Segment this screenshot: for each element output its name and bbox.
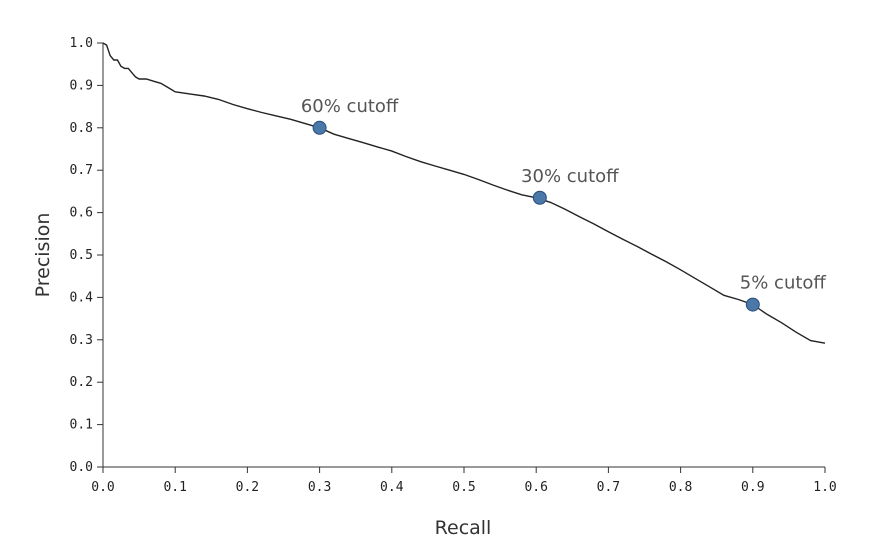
y-tick-label: 0.7: [70, 163, 93, 178]
y-tick-label: 0.8: [70, 121, 93, 136]
x-tick-label: 1.0: [813, 480, 836, 495]
x-tick-label: 0.0: [91, 480, 114, 495]
series-layer: [102, 42, 826, 344]
x-axis-title: Recall: [435, 517, 492, 539]
x-tick-label: 0.2: [236, 480, 259, 495]
y-tick-label: 0.3: [70, 333, 93, 348]
cutoff-markers: [312, 120, 760, 312]
y-tick-label: 0.0: [70, 460, 93, 475]
x-tick-label: 0.4: [380, 480, 404, 495]
y-tick-label: 0.4: [70, 290, 94, 305]
y-tick-label: 0.1: [70, 418, 93, 433]
cutoff-point: [312, 120, 327, 135]
cutoff-annotations: 60% cutoff 30% cutoff 5% cutoff: [301, 96, 827, 294]
x-tick-label: 0.8: [669, 480, 692, 495]
y-tick-label: 0.5: [70, 248, 93, 263]
x-tick-label: 0.3: [308, 480, 331, 495]
x-tick-label: 0.7: [597, 480, 620, 495]
y-tick-label: 0.9: [70, 78, 93, 93]
axes: 0.0 0.1 0.2 0.3 0.4 0.5 0.6 0.7 0.8 0.9 1.0 0.0 0.1 0…: [70, 36, 837, 495]
y-tick-label: 1.0: [70, 36, 93, 51]
x-tick-label: 0.1: [163, 480, 186, 495]
cutoff-label: 60% cutoff: [301, 96, 399, 117]
cutoff-label: 30% cutoff: [521, 166, 619, 187]
precision-recall-curve: [102, 42, 826, 344]
y-tick-label: 0.2: [70, 375, 93, 390]
x-tick-label: 0.9: [741, 480, 764, 495]
cutoff-point: [532, 190, 547, 205]
cutoff-label: 5% cutoff: [740, 273, 827, 294]
x-tick-label: 0.6: [524, 480, 547, 495]
y-tick-label: 0.6: [70, 206, 93, 221]
y-axis-title: Precision: [32, 213, 54, 298]
cutoff-point: [745, 297, 760, 312]
x-tick-label: 0.5: [452, 480, 475, 495]
